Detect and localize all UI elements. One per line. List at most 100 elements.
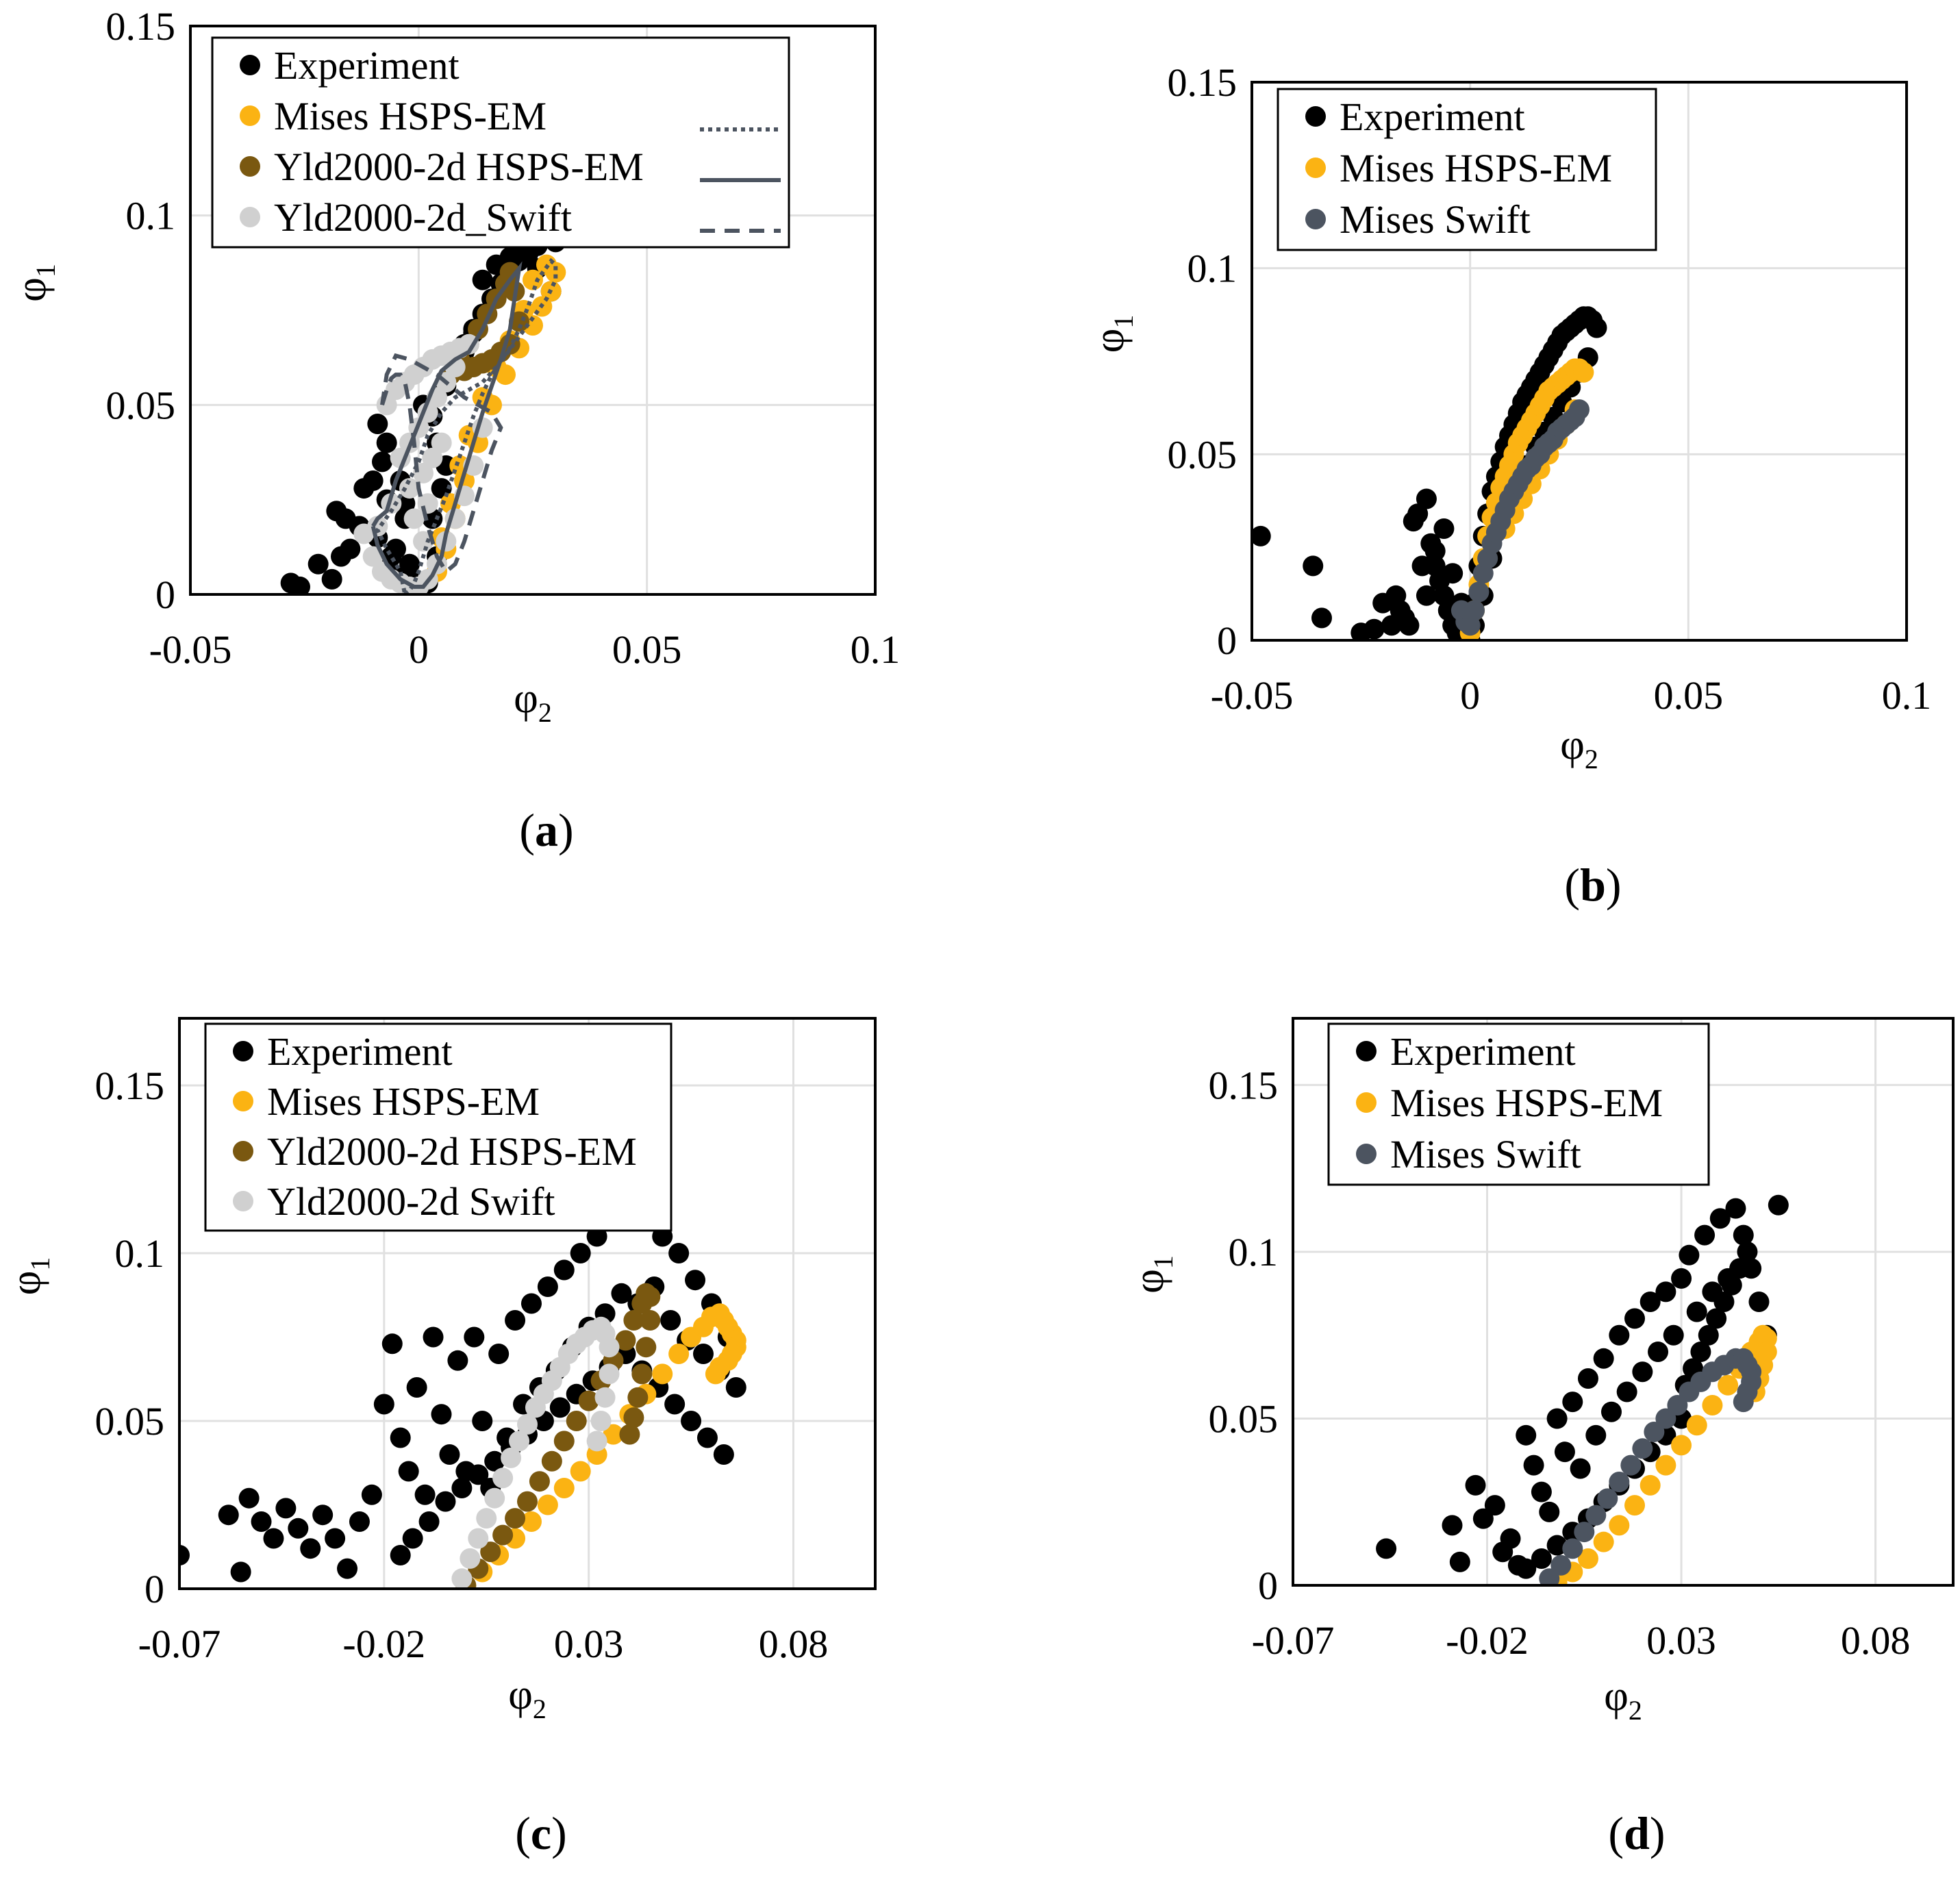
legend-label: Mises HSPS-EM <box>1390 1081 1663 1125</box>
x-tick-label: 0.08 <box>1841 1618 1911 1663</box>
data-point <box>1686 1301 1707 1322</box>
data-point <box>636 1337 657 1358</box>
y-tick-label: 0 <box>145 1567 164 1611</box>
data-point <box>413 531 434 552</box>
data-point <box>1713 1292 1735 1312</box>
legend-marker <box>233 1191 253 1211</box>
data-point <box>376 432 397 453</box>
data-point <box>1706 1308 1727 1329</box>
data-point <box>1632 1361 1653 1383</box>
data-point <box>451 1478 473 1498</box>
data-point <box>435 1491 456 1512</box>
data-point <box>1597 1488 1618 1509</box>
legend-item: Mises HSPS-EM <box>1305 146 1612 190</box>
data-point <box>1725 1198 1746 1219</box>
legend-box <box>211 36 790 249</box>
data-point <box>1569 399 1590 420</box>
y-tick-label: 0.05 <box>106 383 176 427</box>
data-point <box>1416 488 1437 509</box>
data-point <box>578 1390 599 1411</box>
x-axis-label: φ2 <box>514 675 552 728</box>
data-point <box>1442 1515 1463 1536</box>
plot-area <box>179 1182 746 1589</box>
data-point <box>468 1528 489 1549</box>
data-point <box>1500 1528 1521 1549</box>
data-point <box>275 1498 297 1519</box>
y-tick-label: 0.15 <box>1168 60 1237 105</box>
y-axis-label: φ1 <box>8 264 61 302</box>
legend-box <box>1277 88 1657 251</box>
data-point <box>349 1511 370 1532</box>
x-axis-label: φ2 <box>1560 722 1598 775</box>
data-point <box>1570 1458 1591 1479</box>
series-experiment <box>1376 1194 1789 1579</box>
data-point <box>439 1444 460 1465</box>
data-point <box>290 576 310 594</box>
data-point <box>402 1528 423 1549</box>
data-point <box>1718 1374 1739 1396</box>
data-point <box>468 1464 489 1485</box>
data-point <box>307 553 329 575</box>
data-point <box>668 1344 690 1364</box>
data-point <box>570 1243 591 1263</box>
data-point <box>1398 615 1420 636</box>
legend-marker <box>233 1141 253 1161</box>
curve-yld2000-2d-hsps-em <box>370 261 523 589</box>
plot-frame <box>1251 81 1908 642</box>
data-point <box>1303 555 1324 577</box>
data-point <box>1616 1381 1637 1402</box>
data-point <box>570 1461 591 1482</box>
data-point <box>1442 563 1463 584</box>
data-point <box>431 1404 452 1425</box>
data-point <box>1721 1274 1742 1296</box>
data-point <box>1609 1324 1630 1346</box>
data-point <box>300 1538 321 1559</box>
legend-marker <box>240 156 260 177</box>
x-tick-label: -0.02 <box>342 1622 425 1666</box>
data-point <box>1546 1535 1568 1556</box>
panel-b: -0.05 0 0.05 0.1 0 0.05 0.1 0.15 φ2 φ1 Experiment M… <box>1086 60 1931 911</box>
data-point <box>1694 1224 1716 1246</box>
panel-label: (c) <box>515 1807 567 1859</box>
data-point <box>660 1310 681 1331</box>
legend-label: Experiment <box>267 1029 453 1074</box>
data-point <box>599 1337 620 1358</box>
data-point <box>623 1407 644 1428</box>
data-point <box>390 1545 411 1565</box>
data-point <box>1364 618 1385 640</box>
data-point <box>692 1344 714 1364</box>
data-point <box>631 1363 653 1385</box>
x-tick-label: -0.02 <box>1446 1618 1529 1663</box>
data-point <box>541 1450 562 1472</box>
data-point <box>523 269 543 290</box>
legend-box <box>1327 1022 1710 1186</box>
series-yld2000-2d-swift <box>451 1316 620 1589</box>
x-axis-label: φ2 <box>508 1672 546 1724</box>
legend-item: Experiment <box>233 1029 453 1074</box>
legend: Experiment Mises HSPS-EM Yld2000-2d HSPS-E… <box>204 1022 673 1232</box>
y-tick-label: 0.1 <box>115 1231 165 1276</box>
data-point <box>1600 1401 1622 1422</box>
data-point <box>1667 1394 1688 1415</box>
y-tick-label: 0.05 <box>1168 432 1237 477</box>
legend-item: Experiment <box>240 43 460 88</box>
legend-marker <box>240 105 260 126</box>
data-point <box>652 1363 673 1385</box>
legend-marker <box>233 1091 253 1111</box>
y-tick-label: 0 <box>155 572 175 617</box>
data-point <box>312 1505 334 1526</box>
x-axis-label: φ2 <box>1604 1673 1642 1726</box>
series-yld2000-2d-hsps-em <box>455 1283 661 1589</box>
data-point <box>1577 1548 1598 1570</box>
legend-item: Yld2000-2d HSPS-EM <box>233 1129 637 1174</box>
legend-label: Experiment <box>274 43 460 88</box>
x-tick-label: 0 <box>409 627 429 672</box>
x-tick-label: 0 <box>1460 673 1480 718</box>
legend-marker <box>240 55 260 75</box>
data-point <box>1376 1538 1397 1559</box>
data-point <box>337 1558 358 1579</box>
x-tick-label: 0.1 <box>851 627 901 672</box>
data-point <box>1586 317 1607 338</box>
data-point <box>362 546 384 567</box>
legend-label: Yld2000-2d HSPS-EM <box>267 1129 637 1174</box>
